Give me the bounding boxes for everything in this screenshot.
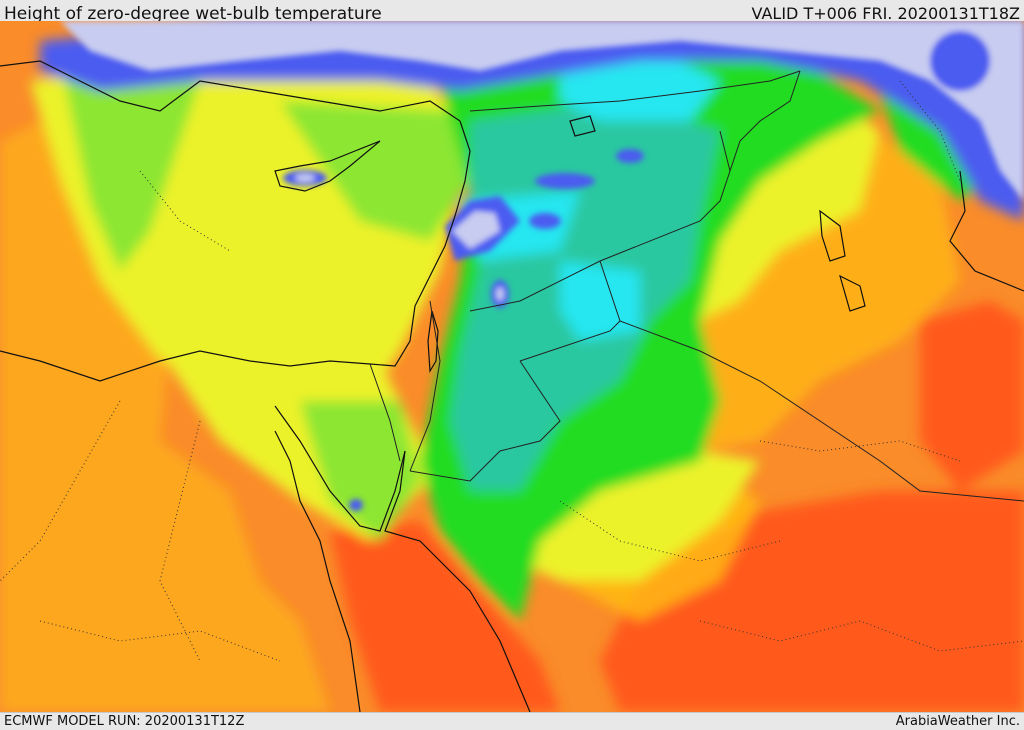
field-low-turkey [60,21,1024,201]
field-amber-egypt [0,111,330,712]
field-blue-turkey [40,21,1024,221]
field-low-syria-3 [529,213,561,229]
admin-line-7 [699,620,1024,652]
field-lightgreen-west [60,61,200,271]
coastline-sinai [274,405,406,532]
field-low-golan-core [496,287,504,301]
border-iraq-iran [729,70,801,172]
map-title: Height of zero-degree wet-bulb temperatu… [4,4,382,24]
field-cyan-iraq [560,261,640,341]
field-lightgreen-levant [280,101,470,241]
coastline-cyprus [274,140,381,192]
coastline-egypt [0,350,371,382]
field-redorange-redsea [330,521,560,712]
field-redorange-gulf [920,301,1024,491]
border-saudi-iraq [619,320,1024,502]
admin-line-6 [899,80,961,182]
admin-line-8 [139,170,231,252]
header-bar: Height of zero-degree wet-bulb temperatu… [0,0,1024,24]
valid-time: VALID T+006 FRI. 20200131T18Z [751,4,1020,23]
admin-line-4 [559,500,781,562]
color-field [0,21,1024,712]
border-jordan-saudi [409,360,561,482]
coastline-deadsea [427,310,439,373]
field-low-east [930,31,990,91]
field-cyan-north [560,51,720,121]
coastline-gulf-suez [274,430,361,712]
model-run: ECMWF MODEL RUN: 20200131T12Z [4,714,245,729]
credit-text: ArabiaWeather Inc. [895,714,1020,729]
border-israel-jordan [409,300,441,472]
coastline-bahrain [839,274,866,312]
border-turkey-syria [469,70,801,112]
coastline-persian-gulf [949,170,1024,292]
coastline-qatar [819,209,846,262]
coastline-turkey [0,60,461,122]
admin-lines [0,80,1024,662]
admin-line-1 [0,400,121,582]
border-jordan-iraq [519,260,621,362]
field-low-syria-2 [616,149,644,163]
low-field [60,21,1024,511]
forecast-map [0,21,1024,712]
map-canvas [0,21,1024,712]
footer-bar: ECMWF MODEL RUN: 20200131T12Z ArabiaWeat… [0,712,1024,730]
field-low-lebanon-core [452,211,500,249]
field-low-sinai [349,499,363,511]
coastline-lake-van [569,115,596,137]
borders [369,70,1024,502]
field-low-cyprus-core [295,174,315,182]
coastline-levant [369,120,471,367]
coastlines [0,60,1024,712]
field-low-syria-1 [535,173,595,189]
coastline-aqaba [384,450,531,712]
border-egypt-israel [369,363,401,462]
